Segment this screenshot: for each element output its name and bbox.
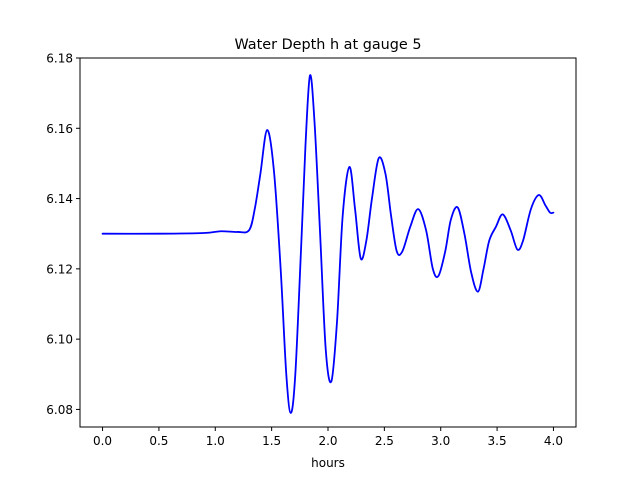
- x-axis: 0.0 0.5 1.0 1.5 2.0 2.5 3.0 3.5 4.0: [93, 427, 563, 448]
- x-tick-label: 2.5: [375, 434, 394, 448]
- x-tick-label: 3.0: [431, 434, 450, 448]
- chart-title: Water Depth h at gauge 5: [234, 37, 421, 53]
- x-tick-label: 2.0: [318, 434, 337, 448]
- y-tick-label: 6.18: [46, 52, 73, 66]
- x-tick-label: 3.5: [488, 434, 507, 448]
- y-axis: 6.08 6.10 6.12 6.14 6.16 6.18: [46, 52, 80, 417]
- x-tick-label: 4.0: [544, 434, 563, 448]
- y-tick-label: 6.08: [46, 403, 73, 417]
- x-tick-label: 1.5: [262, 434, 281, 448]
- series-line-0: [101, 74, 555, 414]
- y-tick-label: 6.12: [46, 262, 73, 276]
- y-tick-label: 6.14: [46, 192, 73, 206]
- y-tick-label: 6.16: [46, 122, 73, 136]
- y-tick-label: 6.10: [46, 333, 73, 347]
- x-tick-label: 0.0: [93, 434, 112, 448]
- x-tick-label: 0.5: [149, 434, 168, 448]
- x-axis-title: hours: [311, 456, 345, 470]
- x-tick-label: 1.0: [206, 434, 225, 448]
